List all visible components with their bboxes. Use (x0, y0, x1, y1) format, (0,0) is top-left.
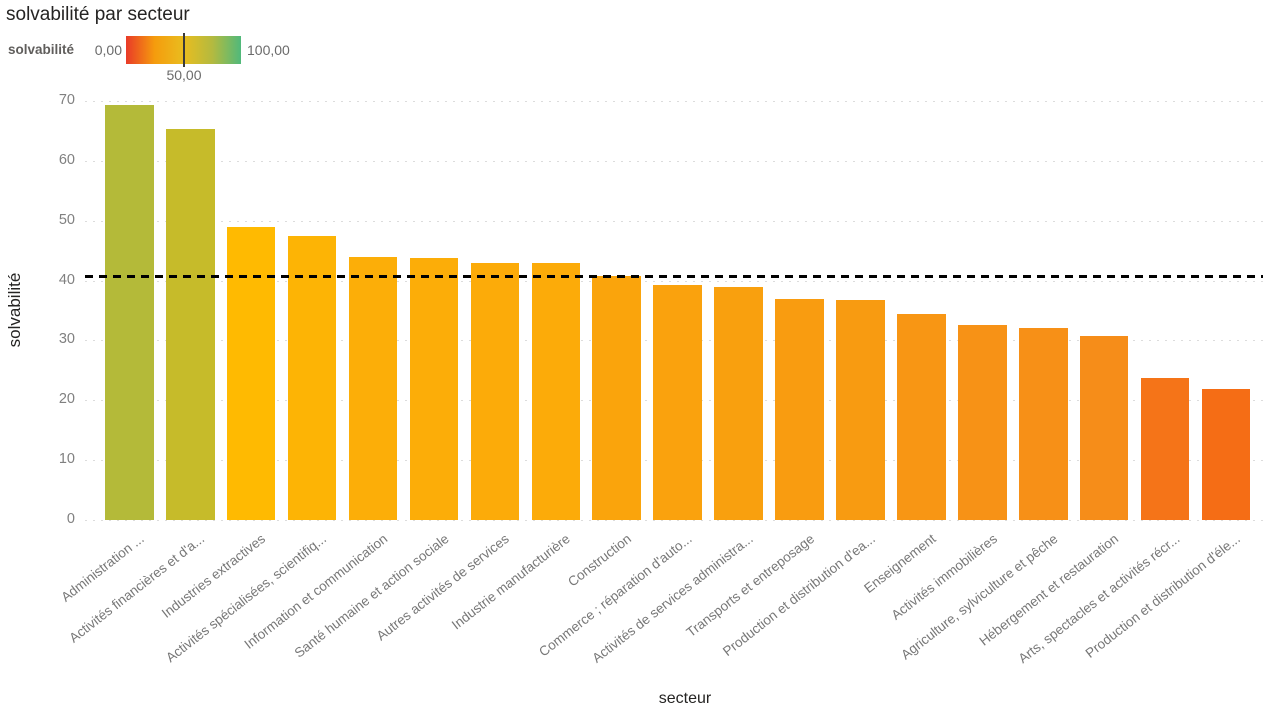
y-tick-label: 30 (58, 331, 75, 348)
legend-mid-value: 50,00 (166, 67, 202, 83)
bar[interactable] (714, 286, 763, 520)
x-axis-title: secteur (658, 690, 712, 707)
bar[interactable] (775, 298, 824, 520)
y-axis-title: solvabilité (5, 272, 24, 348)
y-tick-label: 70 (58, 92, 75, 108)
gridline-50 (85, 220, 1263, 222)
bar[interactable] (653, 284, 702, 520)
y-tick-label: 0 (66, 511, 75, 527)
gridline-40 (85, 280, 1263, 282)
bar[interactable] (897, 314, 946, 520)
bar[interactable] (592, 276, 642, 520)
bar[interactable] (1079, 336, 1129, 520)
x-tick-label: Industrie manufacturière (449, 531, 574, 633)
bar[interactable] (958, 325, 1007, 520)
bar[interactable] (226, 226, 276, 520)
bar[interactable] (105, 105, 154, 520)
y-tick-label: 60 (58, 151, 75, 168)
y-tick-label: 40 (58, 271, 75, 288)
bar[interactable] (531, 262, 581, 520)
y-tick-label: 10 (58, 451, 75, 468)
legend-field-label: solvabilité (8, 42, 75, 57)
gridline-0 (85, 520, 1263, 521)
gridline-60 (85, 160, 1263, 162)
y-tick-label: 20 (58, 391, 75, 408)
bar[interactable] (470, 262, 520, 520)
chart-title: solvabilité par secteur (6, 4, 190, 25)
legend-min-value: 0,00 (94, 42, 122, 58)
x-tick-label: Industries extractives (159, 531, 269, 621)
bar[interactable] (409, 258, 459, 520)
bar[interactable] (1140, 378, 1190, 520)
y-tick-label: 50 (58, 211, 75, 228)
average-reference-line (85, 275, 1263, 279)
bar[interactable] (836, 300, 885, 520)
legend-max-value: 100,00 (247, 42, 290, 58)
x-tick-label: Activités immobilières (888, 531, 1000, 623)
bar[interactable] (287, 236, 337, 520)
bar[interactable] (165, 129, 215, 520)
gridline-70 (85, 101, 1263, 102)
bar[interactable] (1201, 388, 1251, 520)
legend-midpoint-tick (183, 33, 185, 67)
bar[interactable] (1018, 328, 1068, 520)
legend-gradient-bar (126, 33, 241, 67)
bar[interactable] (348, 257, 398, 520)
